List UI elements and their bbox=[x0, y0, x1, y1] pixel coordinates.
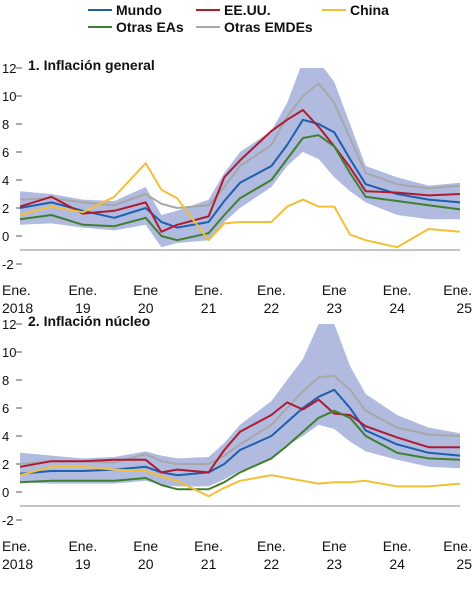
x-tick-month: Ene. bbox=[194, 282, 223, 298]
legend-swatch-us bbox=[196, 9, 220, 11]
legend-label-other-emdes: Otras EMDEs bbox=[224, 19, 313, 35]
x-tick-year: 2018 bbox=[2, 300, 33, 316]
panel-title: 2. Inflación núcleo bbox=[28, 313, 151, 329]
x-tick-year: 22 bbox=[264, 556, 280, 572]
y-tick-label: -2 bbox=[2, 513, 14, 528]
legend-item-us: EE.UU. bbox=[196, 2, 271, 18]
x-tick-month: Ene. bbox=[383, 282, 412, 298]
y-tick-label: -2 bbox=[2, 257, 14, 272]
legend-label-china: China bbox=[350, 2, 389, 18]
x-tick-month: Ene. bbox=[2, 538, 31, 554]
x-tick-year: 21 bbox=[201, 300, 217, 316]
y-tick-label: 12 bbox=[2, 317, 16, 332]
legend-swatch-china bbox=[322, 9, 346, 11]
y-tick-label: 8 bbox=[2, 117, 9, 132]
x-tick-month: Ene. bbox=[443, 538, 472, 554]
x-tick-month: Ene. bbox=[68, 282, 97, 298]
x-tick-year: 19 bbox=[75, 300, 91, 316]
y-tick-label: 10 bbox=[2, 89, 16, 104]
y-tick-label: 2 bbox=[2, 457, 9, 472]
y-tick-label: 10 bbox=[2, 345, 16, 360]
y-tick-label: 4 bbox=[2, 429, 9, 444]
x-tick-year: 25 bbox=[456, 556, 472, 572]
series-line-other-aes bbox=[19, 134, 461, 242]
series-line-china bbox=[19, 465, 461, 498]
headline-inflation-chart: -2024681012Ene.2018Ene.19Ene20Ene.21Ene.… bbox=[2, 61, 472, 316]
range-band bbox=[20, 68, 460, 248]
series-line-us bbox=[19, 398, 460, 474]
x-tick-month: Ene bbox=[133, 282, 158, 298]
series-line-us bbox=[19, 109, 461, 233]
panel-title: 1. Inflación general bbox=[28, 57, 155, 73]
y-tick-label: 0 bbox=[2, 485, 9, 500]
x-tick-month: Ene. bbox=[68, 538, 97, 554]
x-tick-year: 20 bbox=[138, 300, 154, 316]
series-line-other-aes bbox=[19, 409, 461, 491]
y-tick-label: 0 bbox=[2, 229, 9, 244]
y-tick-label: 6 bbox=[2, 145, 9, 160]
legend-item-world: Mundo bbox=[88, 2, 162, 18]
series-line-other-emdes bbox=[19, 374, 461, 465]
chart-legend: Mundo EE.UU. China Otras EAs Otras EMDEs bbox=[0, 0, 476, 40]
legend-swatch-world bbox=[88, 9, 112, 11]
legend-swatch-other-aes bbox=[88, 26, 112, 28]
legend-item-other-emdes: Otras EMDEs bbox=[196, 19, 313, 35]
x-tick-year: 25 bbox=[456, 300, 472, 316]
x-tick-year: 21 bbox=[201, 556, 217, 572]
y-tick-label: 2 bbox=[2, 201, 9, 216]
y-tick-label: 6 bbox=[2, 401, 9, 416]
series-line-world bbox=[19, 118, 461, 229]
legend-item-china: China bbox=[322, 2, 389, 18]
x-tick-year: 20 bbox=[138, 556, 154, 572]
x-tick-year: 19 bbox=[75, 556, 91, 572]
y-tick-label: 8 bbox=[2, 373, 9, 388]
panel-core-inflation: 2. Inflación núcleo -2 0 2 4 6 8 10 12 Ene. 2018 E… bbox=[0, 308, 476, 593]
x-tick-month: Ene. bbox=[257, 538, 286, 554]
series-line-other-emdes bbox=[19, 82, 461, 209]
x-tick-month: Ene bbox=[322, 282, 347, 298]
legend-label-us: EE.UU. bbox=[224, 2, 271, 18]
x-tick-month: Ene bbox=[322, 538, 347, 554]
panel-headline-inflation: 1. Inflación general -2 0 2 4 6 8 10 12 Ene. 2018… bbox=[0, 52, 476, 337]
y-tick-label: 12 bbox=[2, 61, 16, 76]
x-tick-year: 23 bbox=[326, 556, 342, 572]
legend-swatch-other-emdes bbox=[196, 26, 220, 28]
y-tick-label: 4 bbox=[2, 173, 9, 188]
x-tick-month: Ene. bbox=[443, 282, 472, 298]
x-tick-year: 24 bbox=[389, 556, 405, 572]
series-line-china bbox=[19, 162, 461, 249]
x-tick-month: Ene. bbox=[383, 538, 412, 554]
x-tick-month: Ene. bbox=[257, 282, 286, 298]
legend-item-other-aes: Otras EAs bbox=[88, 19, 184, 35]
x-tick-month: Ene bbox=[133, 538, 158, 554]
x-tick-month: Ene. bbox=[2, 282, 31, 298]
core-inflation-chart: -2024681012Ene.2018Ene.19Ene20Ene.21Ene.… bbox=[2, 317, 472, 572]
legend-label-other-aes: Otras EAs bbox=[116, 19, 184, 35]
x-tick-year: 2018 bbox=[2, 556, 33, 572]
legend-label-world: Mundo bbox=[116, 2, 162, 18]
x-tick-year: 23 bbox=[326, 300, 342, 316]
x-tick-month: Ene. bbox=[194, 538, 223, 554]
x-tick-year: 22 bbox=[264, 300, 280, 316]
x-tick-year: 24 bbox=[389, 300, 405, 316]
